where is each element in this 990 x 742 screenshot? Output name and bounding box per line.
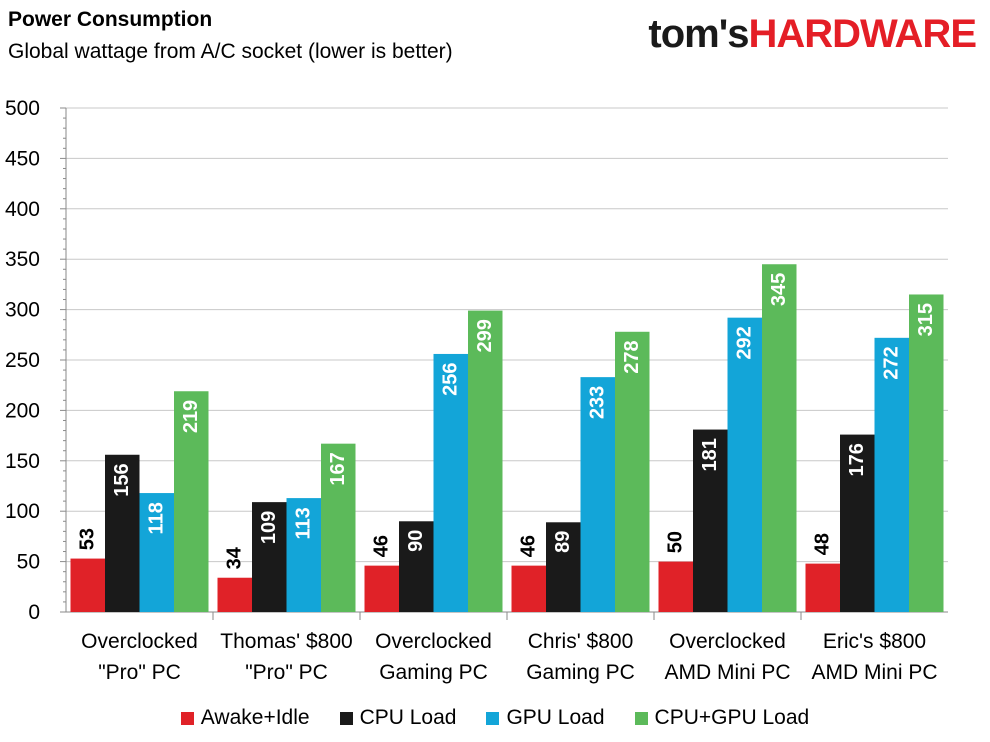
x-tick-label: Eric's $800 <box>823 630 926 653</box>
logo-text-toms: tom's <box>648 12 749 56</box>
y-tick-label: 500 <box>5 97 40 120</box>
bar-awake-idle <box>364 565 399 612</box>
legend-label: CPU Load <box>359 706 457 729</box>
data-label: 299 <box>474 319 496 352</box>
x-tick-label: Thomas' $800 <box>220 630 352 653</box>
bar-awake-idle <box>658 561 693 612</box>
bar-awake-idle <box>70 558 105 612</box>
x-tick-label: Overclocked <box>81 630 198 653</box>
legend-swatch <box>180 711 194 725</box>
data-label: 46 <box>518 535 540 557</box>
bar-cpu-load <box>105 454 140 612</box>
x-tick-label: Chris' $800 <box>528 630 634 653</box>
x-tick-label: "Pro" PC <box>98 661 181 684</box>
bar-cpu-gpu-load <box>909 294 944 612</box>
y-tick-label: 450 <box>5 147 40 170</box>
y-tick-label: 400 <box>5 198 40 221</box>
bar-gpu-load <box>874 337 909 612</box>
legend-label: GPU Load <box>506 706 605 729</box>
legend-item: GPU Load <box>486 706 605 730</box>
y-tick-label: 250 <box>5 349 40 372</box>
x-tick-label: Gaming PC <box>526 661 635 684</box>
x-tick-label: Gaming PC <box>379 661 488 684</box>
bar-cpu-gpu-load <box>615 331 650 612</box>
data-label: 345 <box>768 273 790 306</box>
x-tick-label: Overclocked <box>669 630 786 653</box>
bar-cpu-gpu-load <box>468 310 503 612</box>
y-tick-label: 0 <box>28 601 40 624</box>
data-label: 89 <box>552 531 574 553</box>
chart-legend: Awake+Idle CPU Load GPU Load CPU+GPU Load <box>0 706 990 730</box>
x-tick-label: AMD Mini PC <box>664 661 790 684</box>
bar-cpu-gpu-load <box>321 443 356 612</box>
bar-gpu-load <box>139 493 174 612</box>
legend-item: Awake+Idle <box>180 706 310 730</box>
legend-swatch <box>634 711 648 725</box>
data-label: 156 <box>111 463 133 496</box>
data-label: 278 <box>621 340 643 373</box>
data-label: 53 <box>77 528 99 550</box>
data-label: 109 <box>258 511 280 544</box>
bar-cpu-load <box>840 434 875 612</box>
bar-awake-idle <box>805 563 840 612</box>
legend-label: CPU+GPU Load <box>654 706 810 729</box>
chart-subtitle: Global wattage from A/C socket (lower is… <box>8 40 453 63</box>
bar-gpu-load <box>580 377 615 612</box>
data-label: 272 <box>881 346 903 379</box>
legend-swatch <box>486 711 500 725</box>
x-tick-label: "Pro" PC <box>245 661 328 684</box>
y-tick-label: 150 <box>5 450 40 473</box>
legend-swatch <box>339 711 353 725</box>
data-label: 48 <box>812 533 834 555</box>
bar-cpu-gpu-load <box>762 264 797 612</box>
legend-item: CPU+GPU Load <box>634 706 810 730</box>
logo-text-hardware: HARDWARE <box>748 12 977 56</box>
data-label: 90 <box>405 530 427 552</box>
bar-awake-idle <box>217 577 252 612</box>
bar-gpu-load <box>727 317 762 612</box>
data-label: 233 <box>587 386 609 419</box>
data-label: 181 <box>699 438 721 471</box>
data-label: 46 <box>371 535 393 557</box>
y-tick-label: 50 <box>17 551 40 574</box>
data-label: 256 <box>440 363 462 396</box>
x-tick-label: AMD Mini PC <box>811 661 937 684</box>
data-label: 315 <box>915 303 937 336</box>
bar-cpu-load <box>693 429 728 612</box>
legend-item: CPU Load <box>339 706 457 730</box>
data-label: 167 <box>327 452 349 485</box>
y-tick-label: 200 <box>5 399 40 422</box>
bar-cpu-load <box>546 522 581 612</box>
legend-label: Awake+Idle <box>200 706 310 729</box>
data-label: 118 <box>146 502 168 534</box>
toms-hardware-logo: tom'sHARDWARE <box>648 12 977 57</box>
data-label: 34 <box>224 546 246 569</box>
chart-title: Power Consumption <box>8 8 213 31</box>
data-label: 219 <box>180 400 202 433</box>
y-tick-label: 350 <box>5 248 40 271</box>
bar-gpu-load <box>286 498 321 612</box>
bar-gpu-load <box>433 353 468 612</box>
bar-awake-idle <box>511 565 546 612</box>
bar-cpu-gpu-load <box>174 391 209 612</box>
bar-cpu-load <box>399 521 434 612</box>
data-label: 292 <box>734 326 756 359</box>
data-label: 176 <box>846 443 868 476</box>
y-tick-label: 100 <box>5 500 40 523</box>
x-tick-label: Overclocked <box>375 630 492 653</box>
data-label: 50 <box>665 531 687 553</box>
bar-cpu-load <box>252 502 287 612</box>
data-label: 113 <box>293 507 315 539</box>
y-tick-label: 300 <box>5 299 40 322</box>
